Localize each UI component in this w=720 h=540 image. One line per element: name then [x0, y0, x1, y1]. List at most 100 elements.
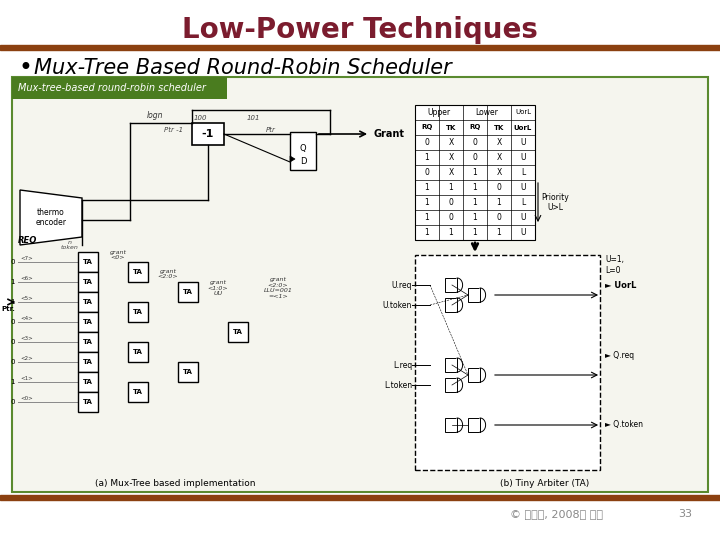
Bar	[445, 358, 457, 372]
Polygon shape	[290, 156, 295, 162]
Text: 0: 0	[11, 359, 15, 365]
Text: 1: 1	[11, 279, 15, 285]
Text: 0: 0	[11, 319, 15, 325]
Bar	[12, 77, 227, 99]
Bar	[128, 262, 148, 282]
Text: n
token: n token	[61, 240, 79, 251]
Text: TA: TA	[183, 369, 193, 375]
Bar	[78, 392, 98, 412]
Text: 0: 0	[425, 138, 429, 147]
Text: U: U	[521, 213, 526, 222]
Text: <4>: <4>	[20, 316, 32, 321]
Text: 0: 0	[11, 259, 15, 265]
Bar	[178, 282, 198, 302]
Text: Priority
U>L: Priority U>L	[541, 193, 569, 212]
Bar	[128, 342, 148, 362]
Bar	[445, 278, 457, 292]
Bar	[78, 252, 98, 272]
Text: Low-Power Techniques: Low-Power Techniques	[182, 16, 538, 44]
Text: X: X	[496, 138, 502, 147]
Text: grant
<0>: grant <0>	[109, 249, 127, 260]
Text: <7>: <7>	[20, 256, 32, 261]
Text: ► Q.req: ► Q.req	[605, 350, 634, 360]
Bar	[0, 45, 720, 50]
Text: TA: TA	[183, 289, 193, 295]
Text: Mux-Tree Based Round-Robin Scheduler: Mux-Tree Based Round-Robin Scheduler	[34, 58, 451, 78]
Text: <6>: <6>	[20, 276, 32, 281]
Text: Ptr: Ptr	[266, 127, 276, 133]
Text: U.req: U.req	[392, 280, 412, 289]
Text: TA: TA	[83, 379, 93, 385]
Polygon shape	[457, 298, 462, 312]
Text: <0>: <0>	[20, 396, 32, 402]
Text: REQ: REQ	[18, 235, 37, 245]
Text: X: X	[449, 153, 454, 162]
Polygon shape	[457, 358, 462, 372]
Text: 0: 0	[497, 183, 501, 192]
Text: 33: 33	[678, 509, 692, 519]
Text: TA: TA	[233, 329, 243, 335]
Text: L.token: L.token	[384, 381, 412, 389]
Bar	[468, 288, 480, 302]
Text: TA: TA	[83, 279, 93, 285]
Text: ► Q.token: ► Q.token	[605, 421, 643, 429]
Text: D: D	[300, 158, 306, 166]
Text: Grant: Grant	[374, 129, 405, 139]
Text: 0: 0	[11, 399, 15, 405]
Text: TA: TA	[133, 269, 143, 275]
Text: RQ: RQ	[469, 125, 481, 131]
Text: (b) Tiny Arbiter (TA): (b) Tiny Arbiter (TA)	[500, 478, 590, 488]
Text: grant
<2:0>: grant <2:0>	[158, 268, 179, 279]
Text: TA: TA	[133, 309, 143, 315]
Text: 1: 1	[472, 183, 477, 192]
Bar	[78, 352, 98, 372]
Text: 1: 1	[449, 228, 454, 237]
Text: © 조준동, 2008년 가을: © 조준동, 2008년 가을	[510, 509, 603, 519]
Text: 1: 1	[11, 299, 15, 305]
Text: 0: 0	[472, 153, 477, 162]
Text: 0: 0	[11, 339, 15, 345]
Bar	[128, 382, 148, 402]
Polygon shape	[480, 288, 485, 302]
Text: Lower: Lower	[476, 108, 498, 117]
Text: grant
<1:0>
UU: grant <1:0> UU	[207, 280, 228, 296]
Text: Mux-tree-based round-robin scheduler: Mux-tree-based round-robin scheduler	[18, 83, 206, 93]
Text: TA: TA	[83, 339, 93, 345]
Text: ► UorL: ► UorL	[605, 280, 636, 289]
Text: <5>: <5>	[20, 296, 32, 301]
Text: thermo
encoder: thermo encoder	[35, 208, 66, 227]
Text: X: X	[449, 168, 454, 177]
Text: Q: Q	[300, 145, 306, 153]
Bar	[445, 298, 457, 312]
Bar	[445, 418, 457, 432]
Bar	[178, 362, 198, 382]
Bar	[78, 292, 98, 312]
Text: 0: 0	[425, 168, 429, 177]
Polygon shape	[480, 368, 485, 382]
Bar	[468, 418, 480, 432]
Text: 1: 1	[449, 183, 454, 192]
Bar	[12, 77, 708, 492]
Bar	[468, 368, 480, 382]
Text: 100: 100	[193, 115, 207, 121]
Text: TK: TK	[446, 125, 456, 131]
Text: L.req: L.req	[392, 361, 412, 369]
Text: <2>: <2>	[20, 356, 32, 361]
Text: TA: TA	[133, 389, 143, 395]
Text: <3>: <3>	[20, 336, 32, 341]
Text: 101: 101	[246, 115, 260, 121]
Text: logn: logn	[147, 111, 163, 119]
Bar	[228, 322, 248, 342]
Polygon shape	[457, 418, 462, 432]
Text: L: L	[521, 168, 525, 177]
Text: TA: TA	[83, 399, 93, 405]
Text: TA: TA	[133, 349, 143, 355]
Polygon shape	[20, 190, 82, 245]
Text: 1: 1	[472, 213, 477, 222]
Text: 0: 0	[472, 138, 477, 147]
Text: UorL: UorL	[514, 125, 532, 131]
Text: 1: 1	[497, 228, 501, 237]
Text: Ptr.: Ptr.	[1, 306, 15, 312]
Text: L: L	[521, 198, 525, 207]
Text: TA: TA	[83, 299, 93, 305]
